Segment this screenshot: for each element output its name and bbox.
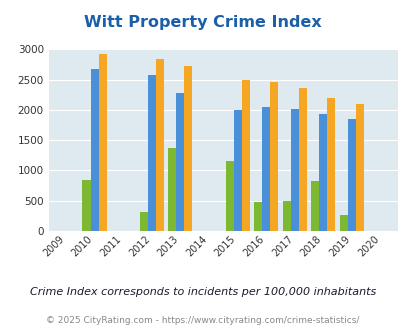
- Bar: [225, 161, 233, 231]
- Bar: [241, 80, 249, 231]
- Text: Crime Index corresponds to incidents per 100,000 inhabitants: Crime Index corresponds to incidents per…: [30, 287, 375, 297]
- Text: © 2025 CityRating.com - https://www.cityrating.com/crime-statistics/: © 2025 CityRating.com - https://www.city…: [46, 316, 359, 325]
- Text: Witt Property Crime Index: Witt Property Crime Index: [84, 15, 321, 30]
- Bar: [82, 180, 90, 231]
- Bar: [270, 82, 277, 231]
- Bar: [168, 148, 176, 231]
- Bar: [147, 75, 156, 231]
- Bar: [90, 69, 98, 231]
- Bar: [319, 114, 327, 231]
- Bar: [98, 54, 106, 231]
- Bar: [282, 201, 290, 231]
- Bar: [184, 66, 192, 231]
- Bar: [176, 93, 184, 231]
- Bar: [254, 202, 262, 231]
- Bar: [347, 119, 355, 231]
- Bar: [139, 212, 147, 231]
- Bar: [233, 110, 241, 231]
- Bar: [355, 104, 363, 231]
- Bar: [298, 88, 306, 231]
- Bar: [327, 98, 335, 231]
- Bar: [290, 109, 298, 231]
- Bar: [156, 58, 163, 231]
- Bar: [311, 181, 319, 231]
- Bar: [339, 215, 347, 231]
- Bar: [262, 107, 270, 231]
